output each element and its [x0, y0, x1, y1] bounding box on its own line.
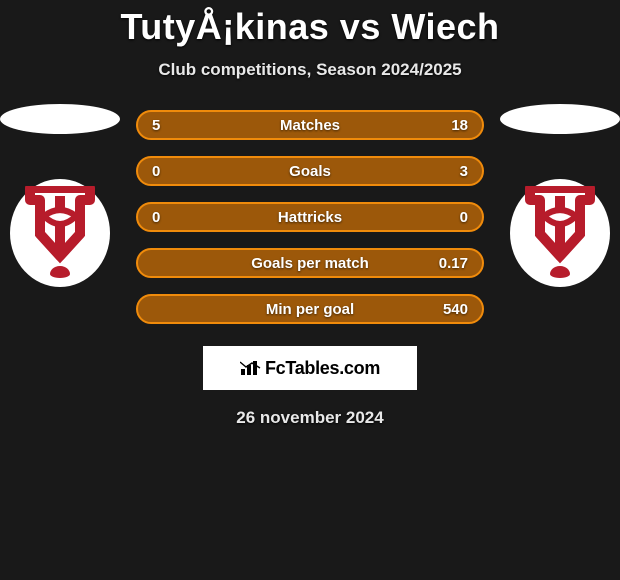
- right-player-ellipse: [500, 104, 620, 134]
- stat-left-value: 5: [152, 117, 160, 134]
- footer-brand-badge[interactable]: FcTables.com: [203, 346, 417, 390]
- stat-right-value: 18: [451, 117, 468, 134]
- main-comparison: 5 Matches 18 0 Goals 3 0 Hattricks 0 Goa…: [0, 108, 620, 324]
- footer-date: 26 november 2024: [0, 408, 620, 428]
- stat-right-value: 0: [460, 209, 468, 226]
- stat-left-value: 0: [152, 209, 160, 226]
- stat-row: 0 Goals 3: [136, 156, 484, 186]
- page-subtitle: Club competitions, Season 2024/2025: [0, 60, 620, 80]
- club-logo-icon: [18, 186, 102, 280]
- stat-right-value: 540: [443, 301, 468, 318]
- stat-label: Min per goal: [266, 301, 354, 318]
- right-player-column: [500, 108, 620, 287]
- page-title: TutyÅ¡kinas vs Wiech: [0, 0, 620, 48]
- footer-brand-text: FcTables.com: [265, 358, 380, 379]
- stat-row: Goals per match 0.17: [136, 248, 484, 278]
- left-player-ellipse: [0, 104, 120, 134]
- stats-list: 5 Matches 18 0 Goals 3 0 Hattricks 0 Goa…: [136, 110, 484, 324]
- right-club-logo: [510, 179, 610, 287]
- stat-row: 0 Hattricks 0: [136, 202, 484, 232]
- left-club-logo: [10, 179, 110, 287]
- stat-label: Goals: [289, 163, 331, 180]
- stat-right-value: 0.17: [439, 255, 468, 272]
- stat-row: Min per goal 540: [136, 294, 484, 324]
- stat-left-value: 0: [152, 163, 160, 180]
- stat-row: 5 Matches 18: [136, 110, 484, 140]
- stat-label: Goals per match: [251, 255, 369, 272]
- club-logo-icon: [518, 186, 602, 280]
- bar-chart-icon: [240, 359, 262, 377]
- stat-label: Matches: [280, 117, 340, 134]
- stat-right-value: 3: [460, 163, 468, 180]
- left-player-column: [0, 108, 120, 287]
- stat-label: Hattricks: [278, 209, 342, 226]
